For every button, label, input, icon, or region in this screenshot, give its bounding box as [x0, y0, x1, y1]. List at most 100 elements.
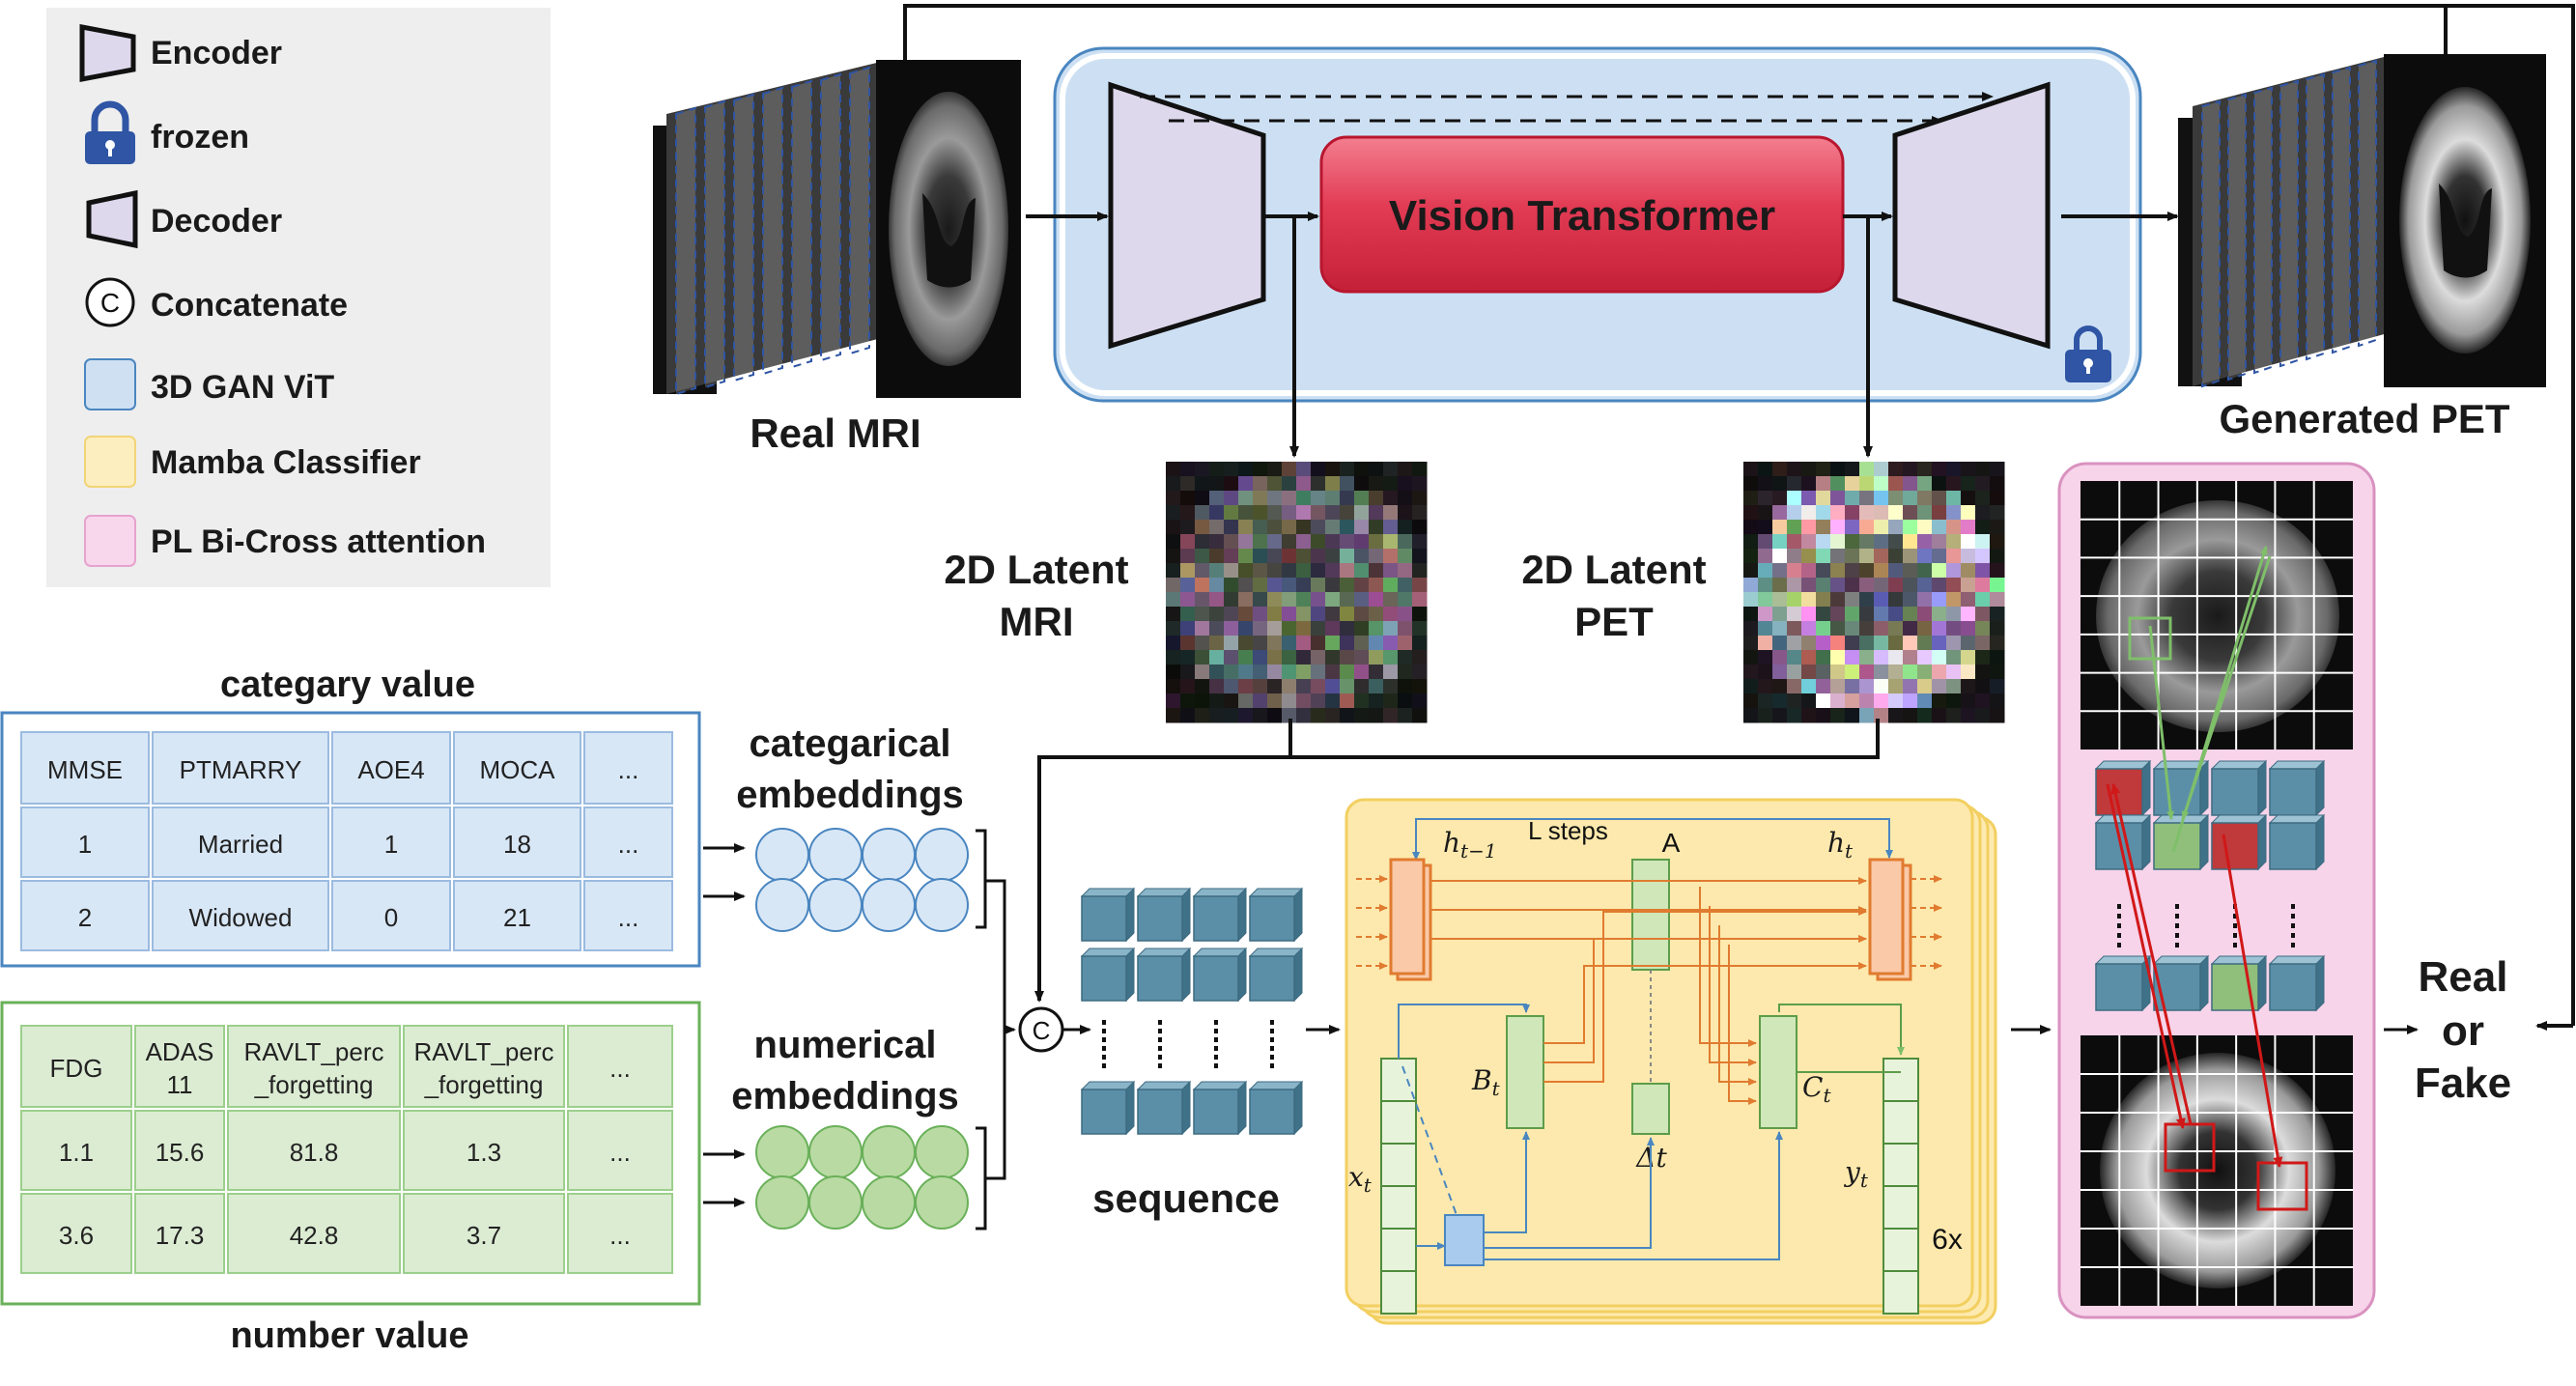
number-table-value: 15.6 [156, 1138, 205, 1167]
embedding-token [862, 878, 916, 932]
number-table-value: 81.8 [290, 1138, 339, 1167]
decoder-block [1892, 81, 2051, 350]
category-table-header: AOE4 [357, 755, 424, 784]
categorical-embeddings-label-line1: categarical [749, 722, 950, 765]
attention-token [2153, 822, 2201, 870]
generated-pet-label: Generated PET [2219, 396, 2509, 441]
category-table-value: 18 [503, 830, 531, 859]
sequence-token [1249, 955, 1295, 1002]
mri-slice [762, 86, 783, 376]
pink-box-icon [84, 515, 136, 567]
category-table-value: Widowed [189, 903, 293, 932]
number-table-value: 1.1 [59, 1138, 94, 1167]
numerical-embeddings-label-line1: numerical [754, 1024, 937, 1066]
embedding-token [862, 1125, 916, 1179]
generated-pet-stack [2178, 54, 2546, 388]
number-table-cell [134, 1025, 225, 1108]
category-table-value: 2 [78, 903, 92, 932]
number-table-cell [567, 1193, 673, 1274]
real-mri-stack [653, 60, 1021, 398]
embedding-token [915, 878, 969, 932]
mri-brain-image [889, 92, 1008, 366]
pet-slice [2279, 79, 2299, 368]
x-t-cell [1380, 1143, 1417, 1187]
encoder-block [1108, 81, 1266, 350]
real-mri-label: Real MRI [750, 410, 920, 456]
pet-brain-image [2399, 87, 2531, 354]
category-table-value: ... [618, 903, 639, 932]
embedding-token [755, 878, 809, 932]
red-attention-arrow [2222, 834, 2283, 1168]
number-table-header: 11 [167, 1070, 193, 1099]
latent-pet-image [1743, 462, 2005, 723]
concatenate-node-symbol: C [1033, 1016, 1051, 1045]
b-block [1506, 1015, 1544, 1129]
category-table-header: PTMARRY [180, 755, 302, 784]
legend-label: PL Bi-Cross attention [151, 523, 486, 560]
pet-slice [2358, 59, 2377, 348]
latent-mri-label-line2: MRI [1000, 599, 1074, 644]
number-table-value: 42.8 [290, 1221, 339, 1250]
number-table-cell [20, 1110, 132, 1191]
brace-numerical [976, 1126, 987, 1230]
embedding-token [808, 1175, 863, 1230]
number-table-value: ... [609, 1138, 631, 1167]
number-table-cell [20, 1193, 132, 1274]
number-table-header: RAVLT_perc [414, 1037, 554, 1066]
legend-label: Decoder [151, 203, 282, 240]
y-t-column [1882, 1058, 1919, 1315]
latent-mri-image [1166, 462, 1428, 723]
number-table-header: ... [609, 1054, 631, 1083]
latent-mri-line [1039, 719, 1292, 759]
embedding-token [808, 878, 863, 932]
mri-slice [820, 72, 841, 362]
y-t-cell [1882, 1143, 1919, 1187]
number-table-cell [403, 1025, 565, 1108]
concatenate-symbol: C [100, 288, 120, 318]
attention-token [2269, 822, 2317, 870]
pet-slice [2227, 93, 2247, 382]
sequence-token [1137, 895, 1183, 942]
mri-slice [675, 106, 696, 396]
output-label-real: Real [2419, 953, 2508, 1001]
number-table-cell [134, 1110, 225, 1191]
embedding-token [915, 1125, 969, 1179]
repeat-label: 6x [1932, 1224, 1963, 1256]
sequence-token [1193, 955, 1239, 1002]
embedding-token [755, 1125, 809, 1179]
category-table-cell [20, 806, 150, 878]
brace-categorical [976, 829, 987, 929]
x-t-cell [1380, 1058, 1417, 1102]
sequence-token [1249, 895, 1295, 942]
encoder-trapezoid-icon [79, 23, 136, 83]
categorical-embeddings [755, 828, 969, 932]
c-t-label: Ct [1802, 1071, 1831, 1107]
category-table-value: ... [618, 830, 639, 859]
number-table-cell [20, 1025, 132, 1108]
sequence-token [1249, 1089, 1295, 1135]
latent-pet-label-line1: 2D Latent [1521, 547, 1706, 592]
sequence-token [1081, 1089, 1127, 1135]
attention-token [2095, 963, 2143, 1011]
feedback-line-real-mri [903, 4, 2575, 1026]
embedding-token [755, 1175, 809, 1230]
number-table-cell [227, 1193, 401, 1274]
c-block [1759, 1015, 1798, 1129]
category-table-header: MOCA [480, 755, 556, 784]
pet-slice [2201, 99, 2221, 388]
sequence-label: sequence [1092, 1175, 1280, 1221]
category-table-header: ... [618, 755, 639, 784]
category-table-value: 0 [384, 903, 398, 932]
category-table-cell [331, 731, 451, 805]
x-t-cell [1380, 1270, 1417, 1315]
category-table-cell [583, 731, 673, 805]
concatenate-circle-icon [85, 277, 135, 327]
number-table-cell [227, 1025, 401, 1108]
number-table-value: 1.3 [467, 1138, 501, 1167]
category-table-cell [20, 880, 150, 951]
embedding-token [915, 828, 969, 882]
y-t-cell [1882, 1228, 1919, 1272]
number-table-cell [567, 1110, 673, 1191]
a-block [1631, 859, 1670, 971]
vision-transformer-label: Vision Transformer [1389, 192, 1775, 240]
